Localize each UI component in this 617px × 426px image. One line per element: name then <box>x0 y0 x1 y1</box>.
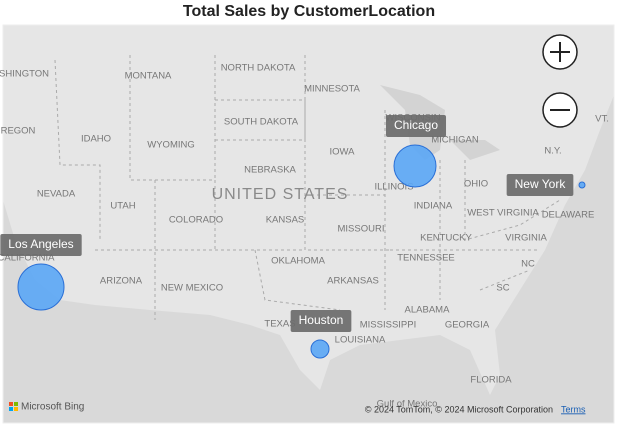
map-label: OKLAHOMA <box>271 256 326 267</box>
location-label-box <box>506 174 574 196</box>
map-label: IDAHO <box>81 134 111 145</box>
map-label: IOWA <box>330 147 356 158</box>
location-label: New York <box>515 177 567 191</box>
map-label: COLORADO <box>169 215 223 226</box>
zoom-in[interactable] <box>542 34 578 70</box>
map-label: VT. <box>595 114 609 125</box>
logo-square <box>9 402 13 406</box>
map-label: N.Y. <box>544 146 561 157</box>
map-label: SC <box>496 283 509 294</box>
map-label: NEVADA <box>37 189 76 200</box>
map-label: KANSAS <box>266 215 305 226</box>
map-label: OHIO <box>464 179 488 190</box>
map-label: ALABAMA <box>405 305 451 316</box>
logo-square <box>9 407 13 411</box>
map-label: SHINGTON <box>0 69 49 80</box>
map-label: INDIANA <box>414 201 453 212</box>
map-label: NEW MEXICO <box>161 283 223 294</box>
location-label-box <box>385 115 447 137</box>
location-label: Houston <box>299 313 344 327</box>
map-label: FLORIDA <box>470 375 512 386</box>
title: Total Sales by CustomerLocation <box>183 3 435 20</box>
map-label: Gulf of Mexico <box>377 399 438 410</box>
map-label: MINNESOTA <box>304 84 360 95</box>
map-label: CALIFORNIA <box>0 253 55 264</box>
map-label: GEORGIA <box>445 320 490 331</box>
map-label: TENNESSEE <box>397 253 455 264</box>
country-label: UNITED STATES <box>212 186 349 203</box>
map-label: TEXAS <box>264 319 295 330</box>
location-label: Los Angeles <box>8 237 73 251</box>
map-label: NEBRASKA <box>244 165 296 176</box>
provider: Microsoft Bing <box>21 402 84 413</box>
map-label: MICHIGAN <box>431 135 479 146</box>
terms-link[interactable]: Terms <box>561 404 586 414</box>
zoom-out[interactable] <box>542 92 578 128</box>
location-label-box <box>0 234 82 256</box>
location-bubble <box>310 339 330 359</box>
location-bubble <box>17 263 65 311</box>
copyright: © 2024 TomTom, © 2024 Microsoft Corporat… <box>365 404 553 414</box>
map-frame <box>2 24 615 424</box>
map-label: DELAWARE <box>542 210 595 221</box>
location-bubble <box>578 181 586 189</box>
map-label: NC <box>521 259 535 270</box>
map-label: WEST VIRGINIA <box>467 208 539 219</box>
map-label: VIRGINIA <box>505 233 547 244</box>
bing-logo: Microsoft Bing <box>9 402 84 413</box>
map-label: NORTH DAKOTA <box>221 63 296 74</box>
map-label: ARIZONA <box>100 276 143 287</box>
location-label: Chicago <box>394 118 438 132</box>
location-label-box <box>290 310 352 332</box>
map-label: LOUISIANA <box>335 335 386 346</box>
location-bubble <box>393 144 437 188</box>
map-label: MISSISSIPPI <box>360 320 417 331</box>
logo-square <box>14 402 18 406</box>
state-borders <box>54 55 561 320</box>
map-label: MONTANA <box>125 71 172 82</box>
map-label: ILLINOIS <box>374 182 413 193</box>
map-label: KENTUCKY <box>420 233 472 244</box>
map-label: UTAH <box>110 201 135 212</box>
map-label: SOUTH DAKOTA <box>224 117 299 128</box>
land <box>3 25 614 395</box>
map-label: WYOMING <box>147 140 195 151</box>
zoom-in-icon <box>550 42 570 62</box>
logo-square <box>14 407 18 411</box>
map-label: MISSOURI <box>338 224 385 235</box>
map-label: ARKANSAS <box>327 276 379 287</box>
map-label: REGON <box>1 126 36 137</box>
